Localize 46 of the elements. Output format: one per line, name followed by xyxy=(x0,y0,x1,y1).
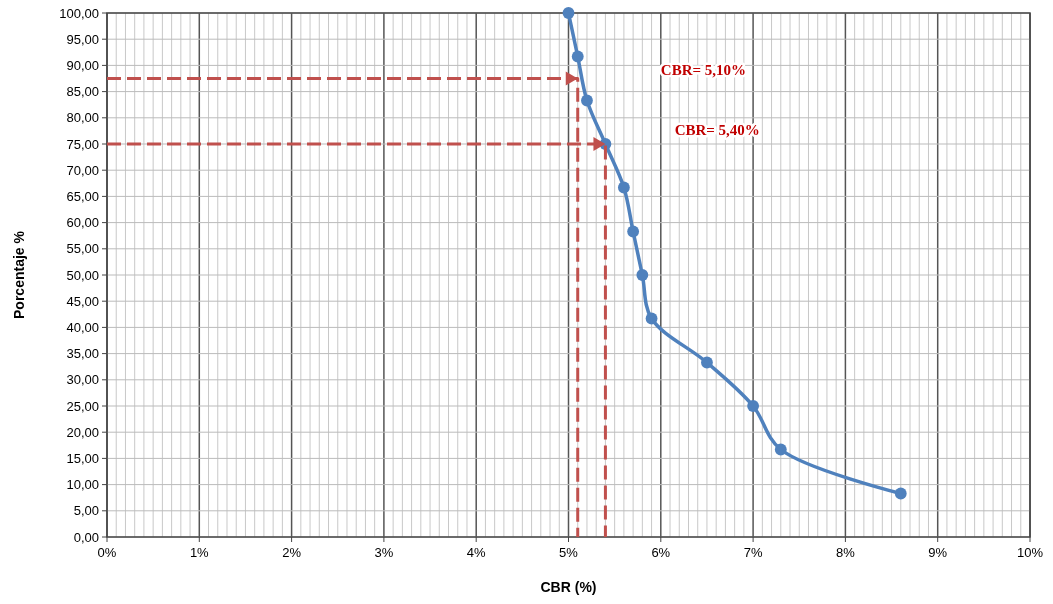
point xyxy=(645,312,658,325)
y-tick-label: 0,00 xyxy=(73,529,99,545)
x-tick-label: 10% xyxy=(1016,545,1044,560)
x-tick-label: 3% xyxy=(374,545,394,560)
x-tick-label: 0% xyxy=(97,545,117,560)
point xyxy=(581,94,593,107)
y-tick-label: 85,00 xyxy=(66,84,99,100)
y-axis-title: Porcentaje % xyxy=(11,230,27,319)
y-tick-label: 80,00 xyxy=(66,110,99,126)
point xyxy=(562,7,575,19)
x-tick-label: 8% xyxy=(836,545,856,560)
y-tick-label: 30,00 xyxy=(66,372,99,388)
y-tick-label: 55,00 xyxy=(66,241,99,257)
y-tick-label: 50,00 xyxy=(66,267,99,283)
y-tick-label: 35,00 xyxy=(66,346,99,362)
y-tick-label: 20,00 xyxy=(66,424,99,440)
y-tick-label: 75,00 xyxy=(66,136,99,152)
x-tick-label: 2% xyxy=(282,545,302,560)
x-tick-label: 9% xyxy=(928,545,948,560)
x-tick-label: 5% xyxy=(559,545,579,560)
y-tick-label: 10,00 xyxy=(66,477,99,493)
x-axis-title: CBR (%) xyxy=(540,579,597,595)
point xyxy=(701,356,713,369)
y-tick-label: 70,00 xyxy=(66,162,99,178)
y-tick-label: 5,00 xyxy=(73,503,99,519)
point xyxy=(571,50,584,63)
point xyxy=(747,400,760,412)
x-tick-label: 6% xyxy=(651,545,671,560)
y-tick-label: 65,00 xyxy=(66,188,99,204)
x-tick-label: 7% xyxy=(743,545,763,560)
point xyxy=(894,487,907,500)
point xyxy=(617,181,630,194)
y-tick-label: 60,00 xyxy=(66,215,99,231)
point xyxy=(627,225,640,238)
y-tick-label: 100,00 xyxy=(59,5,99,21)
y-tick-label: 95,00 xyxy=(66,31,99,47)
y-tick-label: 45,00 xyxy=(66,293,99,309)
y-tick-label: 90,00 xyxy=(66,57,99,73)
x-tick-label: 4% xyxy=(466,545,487,560)
point xyxy=(774,443,787,456)
y-tick-label: 25,00 xyxy=(66,398,99,414)
y-tick-label: 15,00 xyxy=(66,450,99,466)
x-tick-label: 1% xyxy=(189,545,210,560)
annotation: CBR= 5,10% xyxy=(660,62,747,78)
point xyxy=(636,269,649,281)
y-tick-label: 40,00 xyxy=(66,319,99,335)
